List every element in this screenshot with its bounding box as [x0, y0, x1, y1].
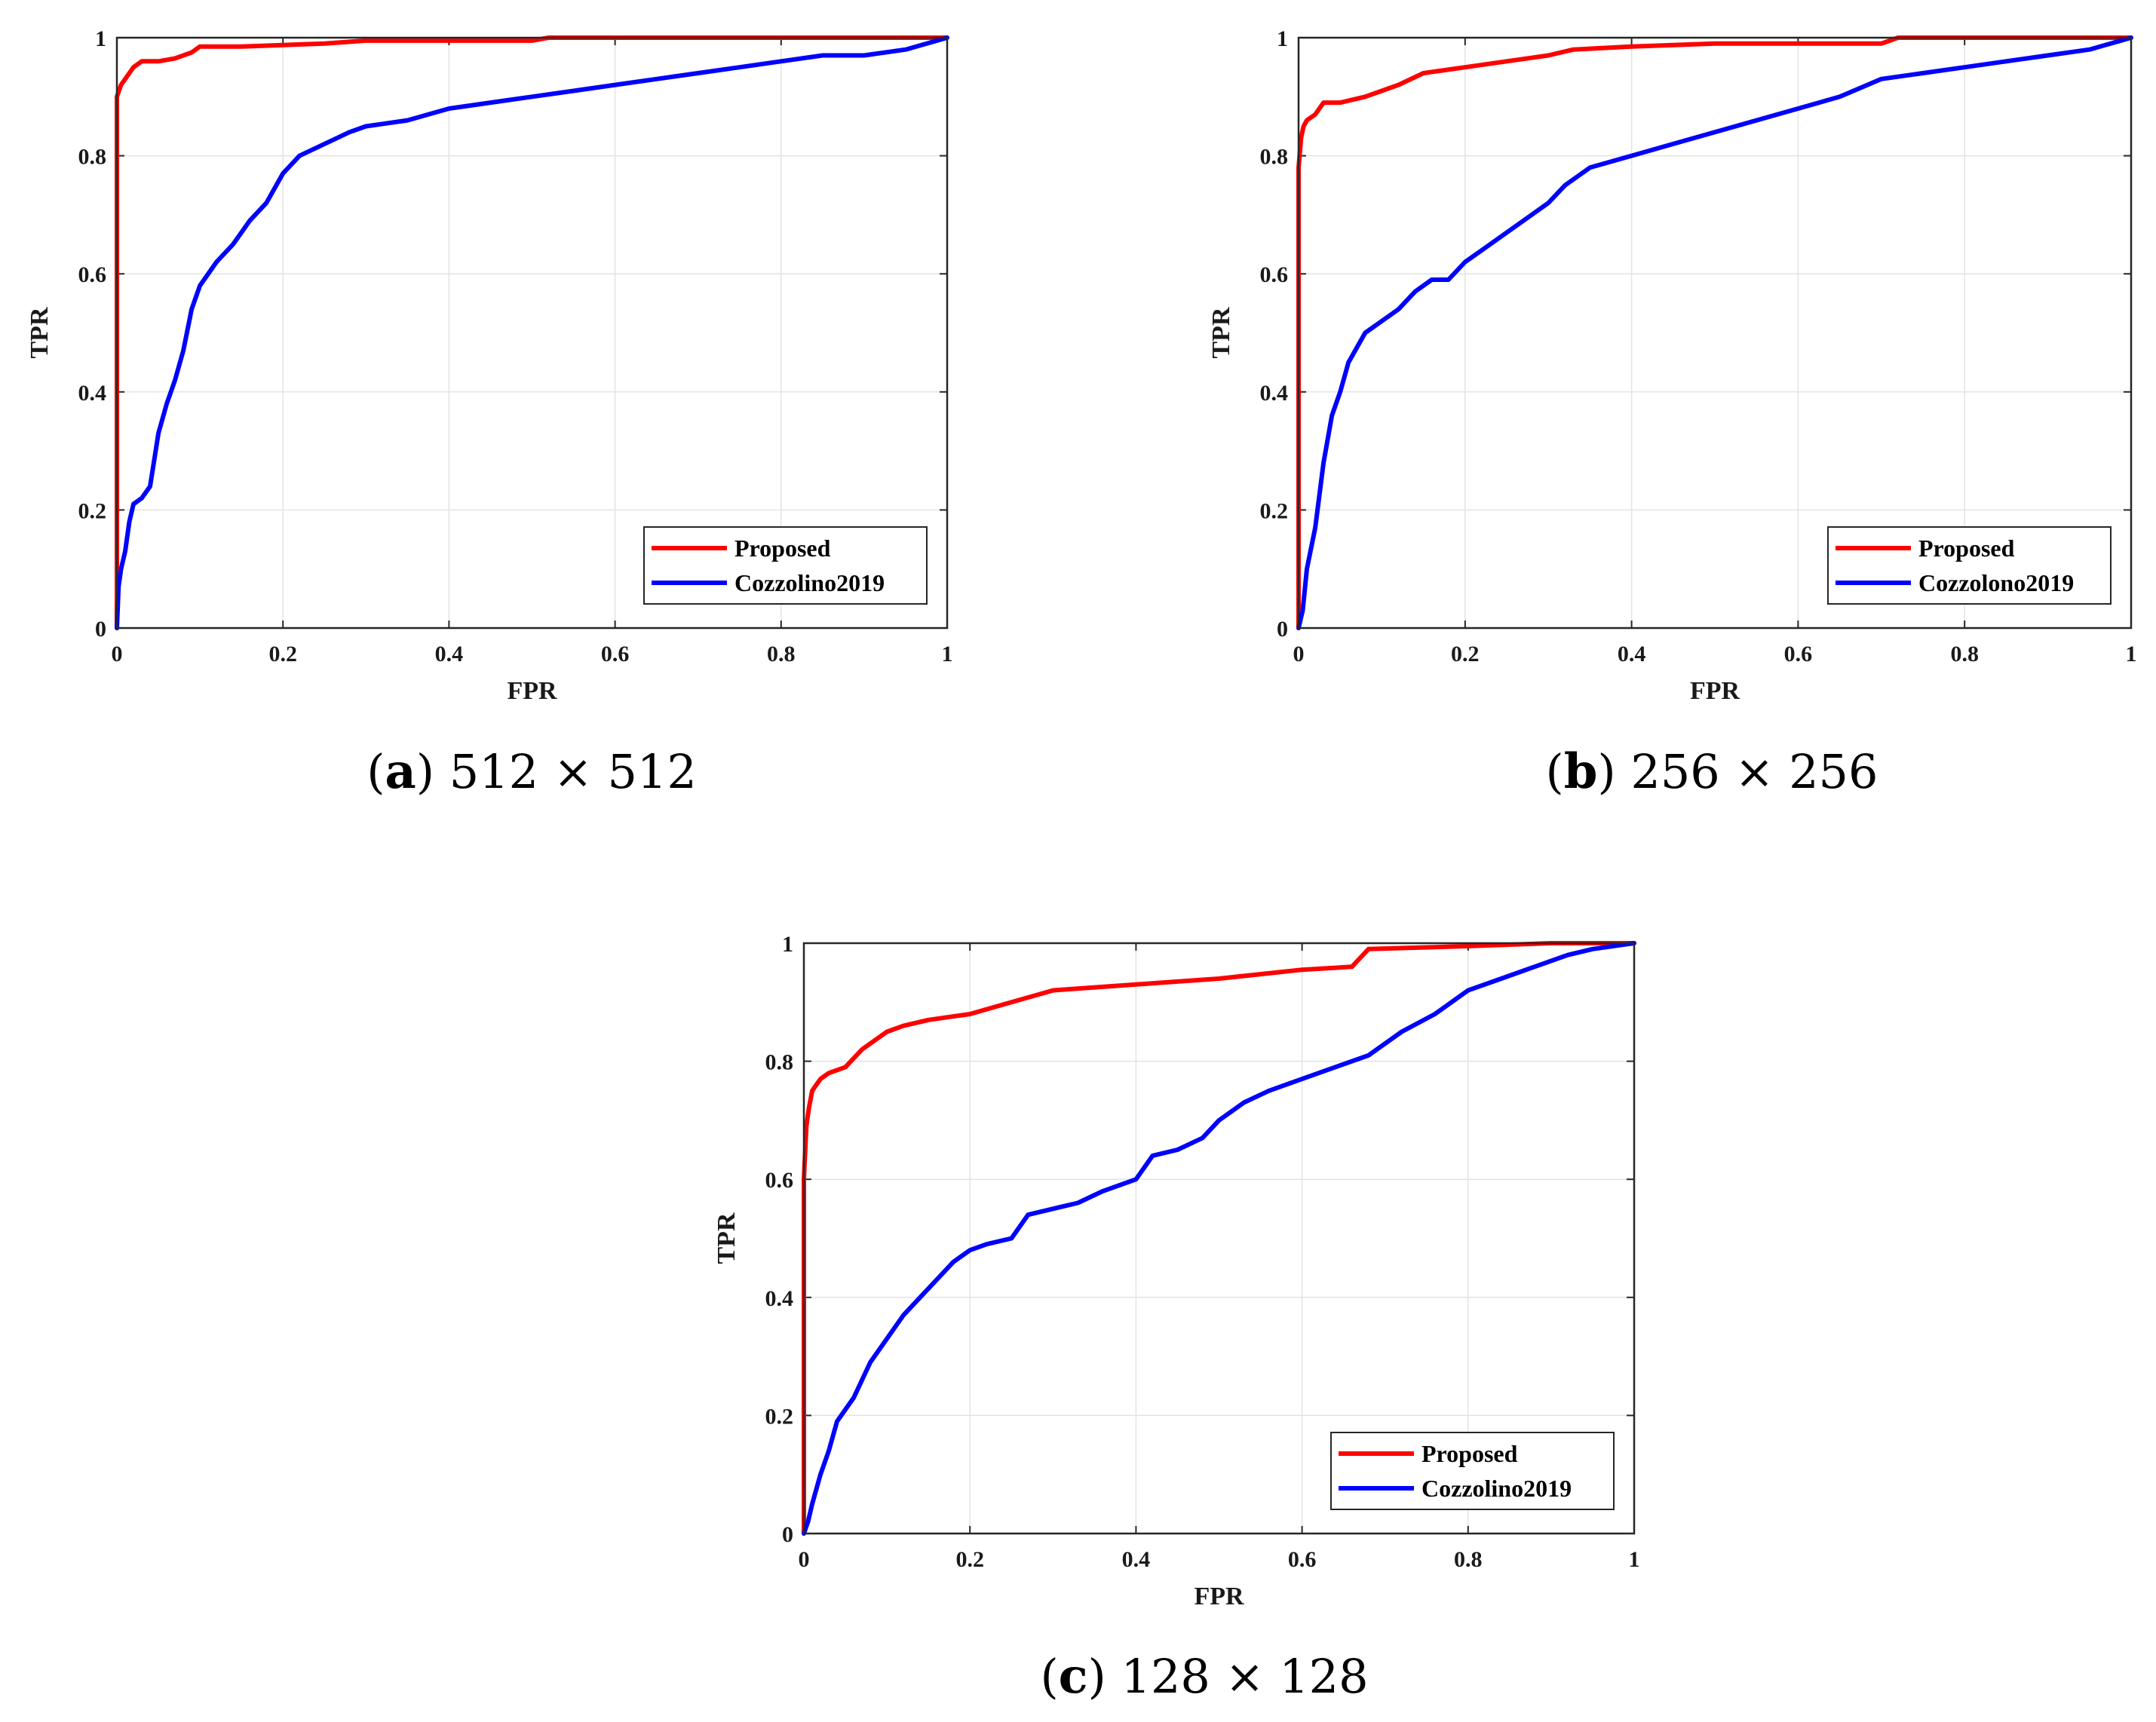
caption-c-letter: c — [1059, 1648, 1088, 1705]
x-tick-label: 0 — [1293, 642, 1305, 666]
y-tick-label: 0.8 — [1260, 145, 1289, 170]
caption-b-letter: b — [1564, 743, 1598, 800]
x-axis-label: FPR — [1690, 677, 1740, 705]
legend-box — [643, 526, 928, 605]
axes-box — [115, 36, 949, 630]
x-tick-label: 0.8 — [1454, 1547, 1483, 1572]
x-tick-label: 1 — [1629, 1547, 1640, 1572]
y-tick-label: 0.8 — [78, 145, 107, 170]
x-tick-label: 1 — [2126, 642, 2137, 666]
panel-b: 0 0.2 0.4 0.6 0.8 1 0 0.2 0.4 0.6 0.8 1 FPR TPR Propos… — [1207, 26, 2137, 705]
series-line-proposed — [802, 941, 1636, 1536]
y-tick-label: 0.2 — [1260, 498, 1289, 523]
y-axis-label: TPR — [26, 307, 54, 358]
y-tick-label: 0.8 — [765, 1050, 794, 1075]
legend-label-proposed: Proposed — [1918, 535, 2015, 562]
x-tick-label: 0.6 — [601, 642, 630, 666]
legend-label-proposed: Proposed — [735, 535, 831, 562]
series-line-baseline — [1296, 35, 2133, 630]
panel-a: 0 0.2 0.4 0.6 0.8 1 0 0.2 0.4 0.6 0.8 1 FPR TPR Propos… — [26, 26, 953, 705]
caption-c: (c) 128 × 128 — [1040, 1648, 1368, 1705]
x-tick-label: 0 — [799, 1547, 810, 1572]
y-tick-label: 1 — [782, 932, 793, 957]
legend-box — [1827, 526, 2112, 605]
x-tick-label: 0.4 — [1618, 642, 1646, 666]
caption-a-text: 512 × 512 — [449, 744, 697, 799]
x-tick-label: 0 — [112, 642, 123, 666]
y-axis-label: TPR — [1207, 307, 1235, 358]
caption-b: (b) 256 × 256 — [1546, 743, 1878, 800]
x-tick-label: 0.6 — [1784, 642, 1813, 666]
panel-c: 0 0.2 0.4 0.6 0.8 1 0 0.2 0.4 0.6 0.8 1 FPR TPR Propos… — [713, 932, 1640, 1610]
series-line-baseline — [802, 941, 1636, 1536]
y-axis-label: TPR — [713, 1212, 741, 1264]
caption-a: (a) 512 × 512 — [366, 743, 697, 800]
axes-box — [802, 942, 1636, 1535]
x-tick-label: 0.2 — [955, 1547, 984, 1572]
axes-box — [1297, 36, 2133, 630]
x-tick-label: 0.2 — [268, 642, 297, 666]
y-tick-label: 0 — [1277, 617, 1288, 642]
x-tick-label: 0.6 — [1288, 1547, 1317, 1572]
legend-box — [1330, 1432, 1615, 1510]
y-tick-label: 0.4 — [765, 1286, 794, 1311]
x-tick-label: 0.8 — [767, 642, 796, 666]
y-tick-label: 1 — [95, 26, 106, 51]
series-line-baseline — [115, 35, 949, 630]
y-tick-label: 1 — [1277, 26, 1288, 51]
x-tick-label: 0.2 — [1451, 642, 1480, 666]
series-line-proposed — [115, 35, 949, 630]
caption-b-text: 256 × 256 — [1630, 744, 1878, 799]
x-tick-label: 0.4 — [435, 642, 464, 666]
caption-c-text: 128 × 128 — [1121, 1649, 1369, 1704]
y-tick-label: 0 — [95, 617, 106, 642]
caption-a-letter: a — [385, 743, 416, 800]
legend-label-baseline: Cozzolino2019 — [1421, 1475, 1572, 1502]
x-tick-label: 1 — [942, 642, 953, 666]
x-tick-label: 0.4 — [1122, 1547, 1151, 1572]
x-axis-label: FPR — [507, 677, 557, 705]
y-tick-label: 0.2 — [765, 1404, 794, 1429]
legend-label-baseline: Cozzolono2019 — [1918, 569, 2074, 596]
y-tick-label: 0.2 — [78, 498, 107, 523]
x-axis-label: FPR — [1194, 1583, 1244, 1610]
y-tick-label: 0.4 — [78, 381, 107, 406]
legend-label-baseline: Cozzolino2019 — [735, 569, 885, 596]
y-tick-label: 0 — [782, 1522, 793, 1547]
y-tick-label: 0.6 — [1260, 262, 1289, 287]
legend-label-proposed: Proposed — [1421, 1440, 1518, 1467]
y-tick-label: 0.6 — [765, 1168, 794, 1193]
series-line-proposed — [1296, 35, 2133, 630]
x-tick-label: 0.8 — [1950, 642, 1979, 666]
y-tick-label: 0.6 — [78, 262, 107, 287]
y-tick-label: 0.4 — [1260, 381, 1289, 406]
